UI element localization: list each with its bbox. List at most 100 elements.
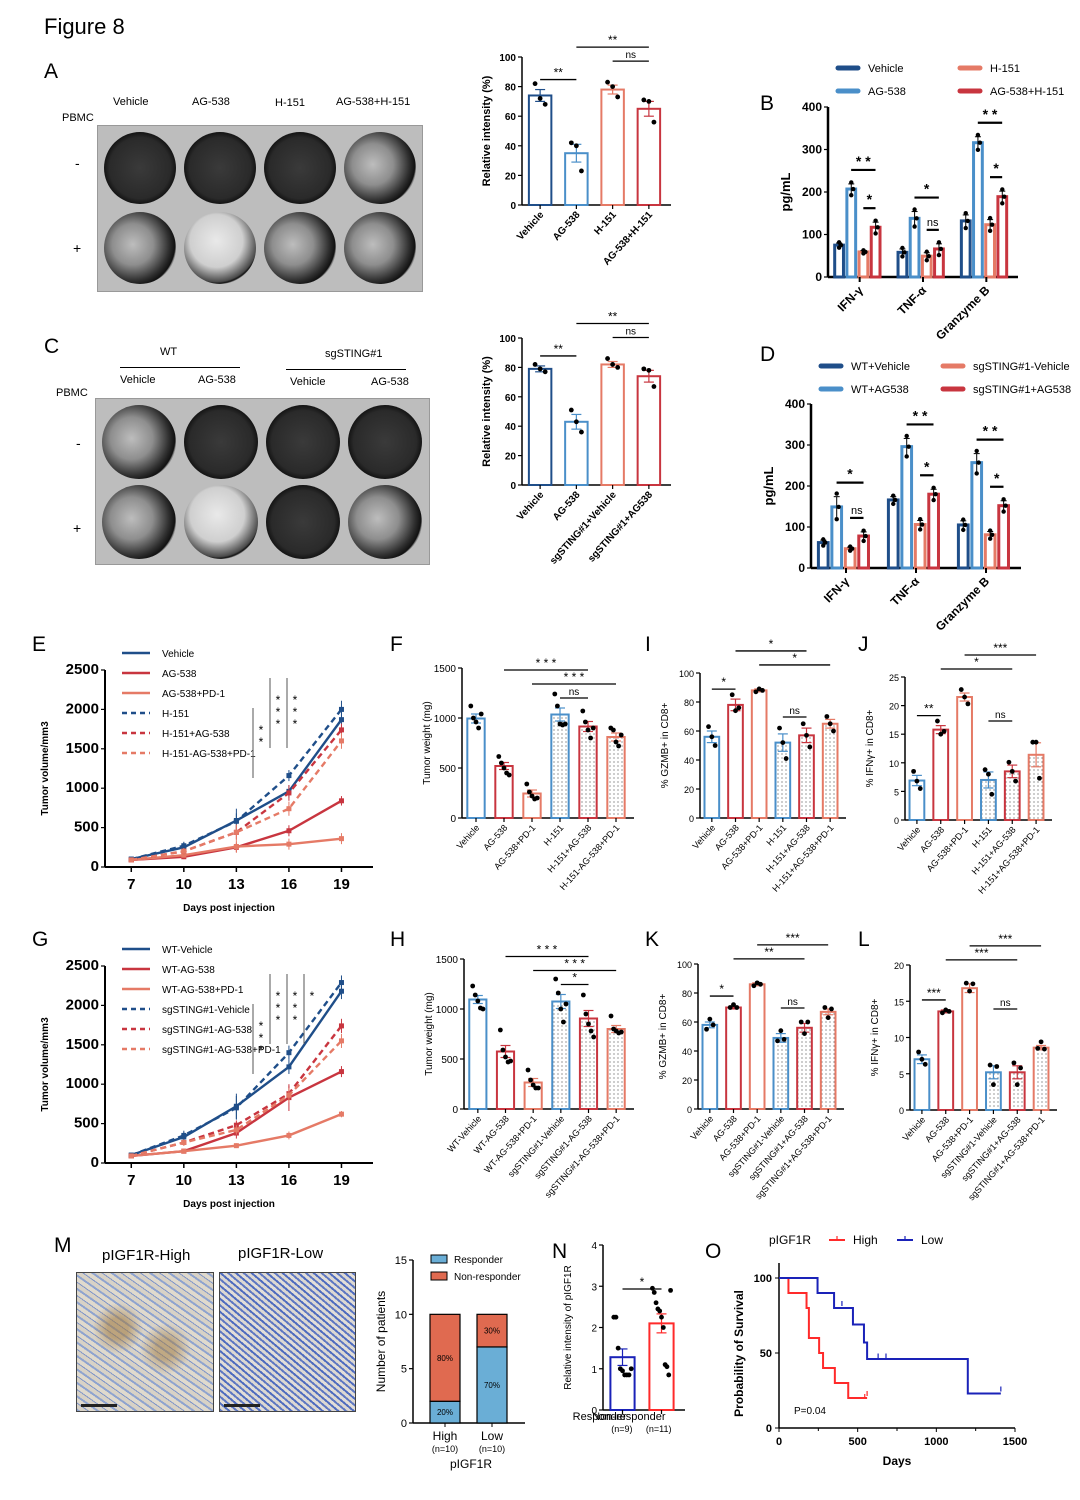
panel-label-a: A [44,60,59,83]
chart-a-point [641,97,647,103]
chart-c-point [651,384,657,389]
chart-a-significance-label: ns [625,50,636,61]
chart-d-point [974,471,979,476]
chart-k-significance-label: * [719,982,724,996]
chart-b-bar [857,250,870,279]
chart-o-x-tick-label: 1000 [924,1436,948,1448]
chart-g-point [128,1153,134,1159]
chart-f-point [478,711,484,717]
chart-l-point [963,980,969,986]
chart-c-x-tick-label: Vehicle [515,489,547,522]
chart-f-point [552,691,558,697]
chart-j-point [911,768,916,774]
chart-b-point [936,252,942,258]
chart-m-legend-label: Responder [454,1255,504,1266]
chart-g-legend-label: WT-Vehicle [162,945,213,956]
chart-b-point [963,210,968,216]
chart-m-segment-label: 20% [437,1408,453,1417]
chart-d-point [961,517,966,522]
chart-b-legend-label: H-151 [990,63,1020,75]
chart-b-point [987,228,993,234]
chart-g-point [338,988,344,994]
chart-d-significance-label: * * [983,423,998,439]
chart-h-point [525,1067,531,1073]
chart-i-point [712,743,718,748]
chart-f-point [501,765,507,771]
chart-h-bar [606,1028,626,1110]
chart-e-point [286,806,292,812]
chart-i-bar [774,741,792,819]
chart-h-bar [551,1000,571,1110]
chart-n-x-tick-label: Responder [573,1411,627,1423]
chart-o-legend-label: High [853,1233,878,1247]
chart-k-point [727,1005,733,1010]
chart-c-point [605,356,610,361]
chart-l-bar [937,1010,955,1112]
chart-b-legend-label: AG-538+H-151 [990,86,1064,98]
chart-d-bar [886,498,900,570]
chart-h-point [580,992,586,998]
chart-l-y-tick-label: 10 [894,1034,904,1044]
chart-m-y-tick-label: 15 [395,1255,407,1267]
chart-h-y-label: Tumor weight (mg) [424,992,435,1076]
chart-d-x-tick-label: TNF-α [888,574,923,609]
chart-l-point [919,1056,925,1062]
plate-c-group-sgsting-line [286,369,406,370]
chart-d-point [891,493,896,498]
well-c-2-3 [266,485,340,559]
chart-e-point [338,836,344,842]
chart-j-significance-label: ** [924,702,934,716]
chart-l-point [1018,1065,1023,1071]
chart-i-bar [727,703,744,820]
chart-b-point [851,186,856,192]
chart-b-y-label: pg/mL [778,172,793,211]
chart-f-x-tick-label: AG-538 [481,823,509,853]
chart-h-point [472,992,478,998]
chart-k-point [822,1005,828,1010]
ihc-title-high: pIGF1R-High [102,1247,191,1264]
chart-e-significance-label: * [276,705,281,719]
chart-d-point [1001,497,1006,502]
chart-k-point [751,983,757,989]
chart-e-point [128,857,134,863]
chart-f-point [496,754,502,759]
chart-g-x-tick-label: 10 [175,1172,192,1189]
chart-d-point [987,536,993,541]
chart-c-x-tick-label: AG-538 [551,489,583,523]
chart-i-point [800,721,806,727]
chart-e-significance-label: * [293,717,298,731]
chart-i-point [831,728,836,734]
chart-n-significance-label: * [640,1275,645,1289]
chart-b-point [965,218,970,224]
chart-f-point [580,708,586,714]
chart-i-bar [703,735,721,819]
chart-f-point [562,721,568,727]
chart-h-y-tick-label: 500 [441,1055,458,1066]
chart-e-y-tick-label: 1500 [66,740,99,757]
chart-i-point [824,714,830,719]
chart-j-point [958,687,964,692]
chart-f-point [585,727,591,733]
chart-k-point [734,1005,740,1010]
panel-label-c: C [44,335,60,358]
chart-o-y-tick-label: 50 [760,1348,772,1360]
chart-o-y-tick-label: 0 [766,1423,772,1435]
chart-b-point [924,258,929,263]
chart-n-point [659,1314,664,1320]
chart-n-point [620,1368,625,1374]
chart-c-significance-label: ns [625,327,636,338]
chart-c-point [579,429,584,435]
chart-i-bar [750,689,768,820]
chart-b-y-tick-label: 100 [802,228,822,242]
chart-i-significance-label: * [792,651,797,665]
chart-k-point [778,1028,784,1034]
chart-d-significance-label: * [994,470,1000,486]
chart-b-bar [845,187,858,279]
chart-j-bar [956,696,973,822]
scale-bar [81,1404,117,1407]
chart-e-point [338,727,344,733]
chart-m-bar-segment [476,1313,508,1348]
chart-a-point [542,101,548,107]
chart-d-point [847,548,853,553]
chart-f-point [616,743,622,749]
